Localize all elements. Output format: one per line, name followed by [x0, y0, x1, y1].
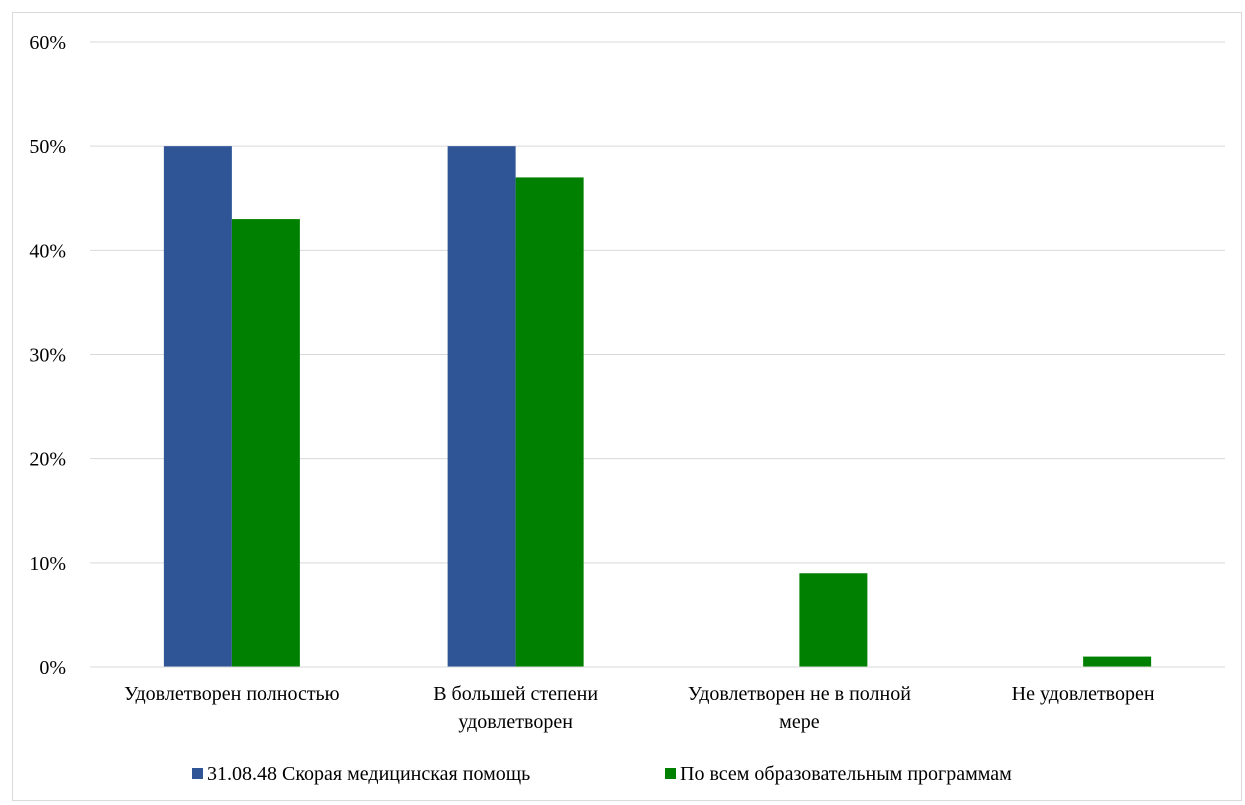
x-axis-category-labels: Удовлетворен полностью В большей степени у… — [124, 683, 1155, 733]
y-tick-label: 0% — [39, 657, 66, 679]
x-category-label: удовлетворен — [458, 711, 573, 733]
x-category-label: В большей степени — [433, 683, 598, 705]
x-category-label: Удовлетворен не в полной — [688, 683, 911, 705]
bar-series-2-category-2 — [515, 177, 584, 667]
x-category-label: мере — [779, 711, 820, 733]
bar-series-2-category-3 — [799, 573, 868, 667]
legend-swatch-series-1 — [192, 768, 203, 779]
bar-series-1-category-1 — [163, 146, 232, 667]
y-tick-label: 30% — [29, 345, 66, 367]
y-tick-label: 60% — [29, 32, 66, 54]
x-category-label: Не удовлетворен — [1012, 683, 1155, 705]
x-category-label: Удовлетворен полностью — [124, 683, 340, 705]
legend: 31.08.48 Скорая медицинская помощь По все… — [192, 763, 1012, 785]
y-tick-label: 20% — [29, 449, 66, 471]
y-tick-label: 40% — [29, 240, 66, 262]
bar-series-2-category-4 — [1083, 656, 1152, 667]
bar-series-2-category-1 — [231, 219, 300, 668]
bars — [163, 146, 1152, 668]
y-tick-label: 50% — [29, 136, 66, 158]
legend-label-series-1: 31.08.48 Скорая медицинская помощь — [207, 763, 530, 785]
y-tick-label: 10% — [29, 553, 66, 575]
legend-label-series-2: По всем образовательным программам — [680, 763, 1012, 785]
legend-swatch-series-2 — [665, 768, 676, 779]
y-axis-tick-labels: 0% 10% 20% 30% 40% 50% 60% — [29, 32, 66, 679]
bar-series-1-category-2 — [447, 146, 516, 667]
